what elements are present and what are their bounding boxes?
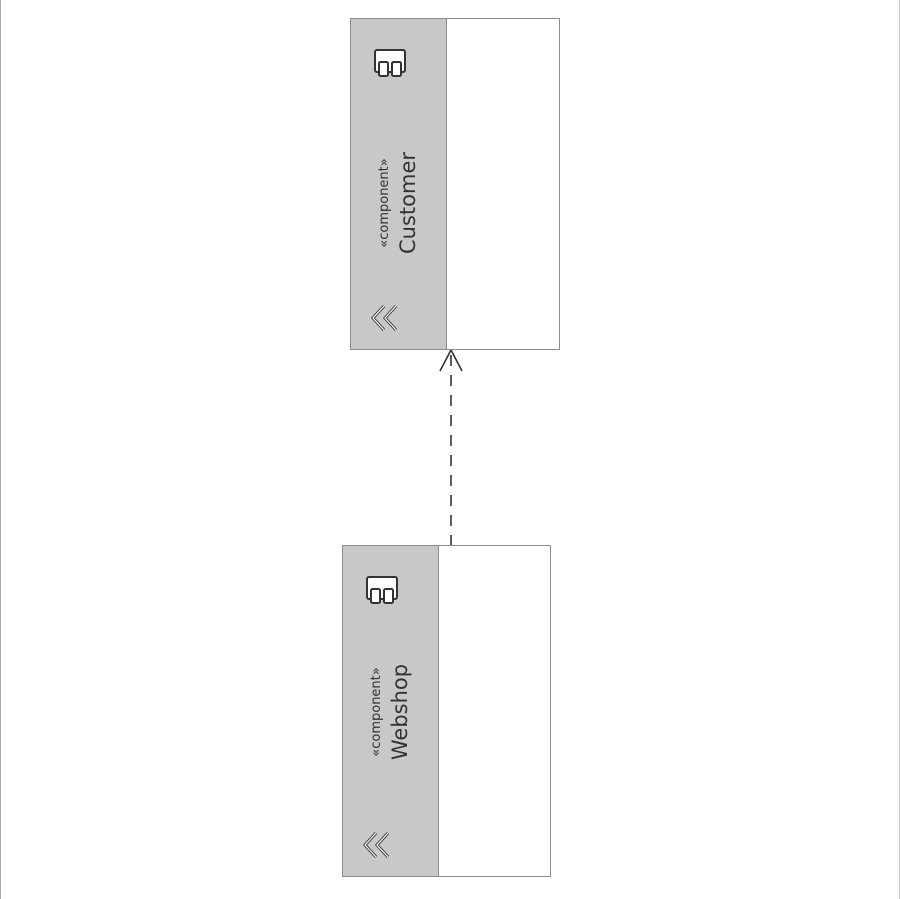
collapse-chevron-icon[interactable] [361, 828, 395, 862]
collapse-chevron-icon[interactable] [369, 301, 403, 335]
component-webshop-header: «component» Webshop [343, 546, 439, 876]
component-customer[interactable]: «component» Customer [350, 18, 560, 350]
component-webshop-stereotype: «component» [369, 667, 384, 757]
canvas-left-edge [0, 0, 1, 899]
component-customer-name: Customer [396, 151, 420, 255]
component-customer-stereotype: «component» [377, 158, 392, 248]
dependency-arrowhead [439, 348, 463, 372]
component-customer-header: «component» Customer [351, 19, 447, 349]
component-webshop[interactable]: «component» Webshop [342, 545, 551, 877]
component-webshop-name: Webshop [388, 663, 412, 761]
component-icon [366, 576, 398, 604]
component-icon [374, 49, 406, 77]
